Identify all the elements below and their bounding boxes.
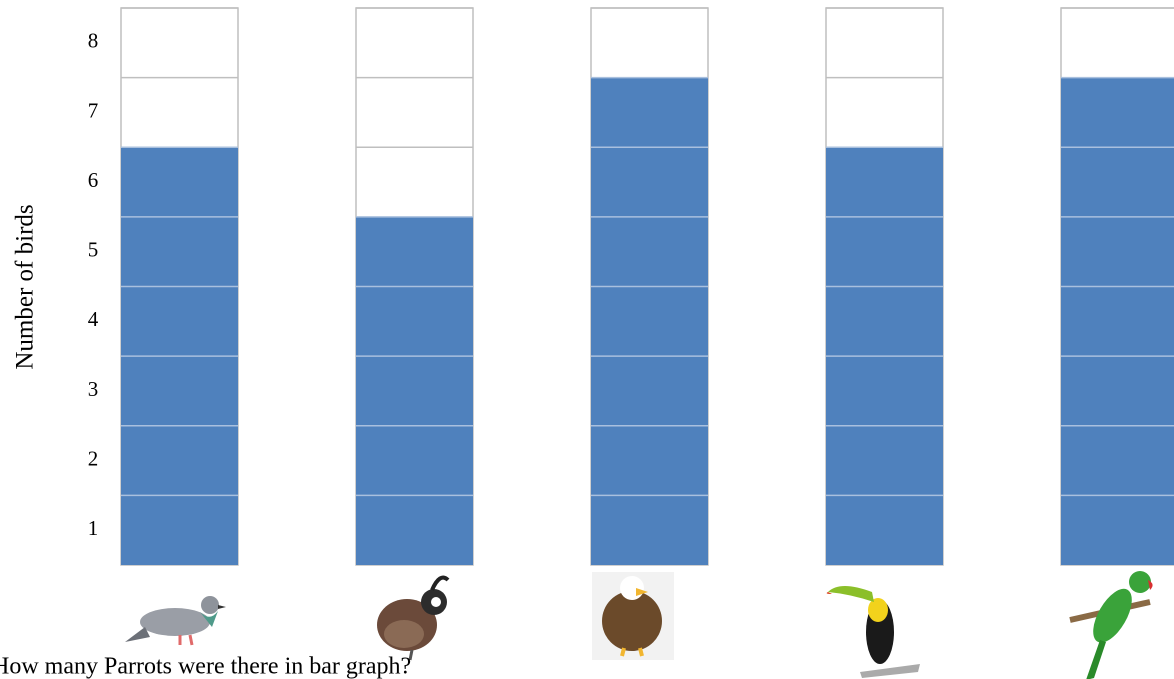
y-tick-label: 5 [88, 238, 99, 262]
quail-icon [377, 575, 450, 661]
eagle-icon [592, 572, 674, 660]
parrot-icon [1069, 571, 1153, 679]
toucan-icon [826, 586, 920, 678]
y-tick-label: 4 [88, 307, 99, 331]
question: How many Parrots were there in bar graph… [0, 654, 411, 679]
y-axis-label: Number of birds [12, 204, 39, 369]
y-tick-label: 3 [88, 377, 99, 401]
bar [591, 77, 708, 565]
y-tick-label: 7 [88, 98, 99, 122]
y-tick-label: 6 [88, 168, 99, 192]
bar [1061, 77, 1174, 565]
pigeon-icon [125, 596, 226, 646]
y-tick-label: 2 [88, 446, 99, 470]
y-tick-label: 8 [88, 29, 99, 53]
bar [356, 216, 473, 565]
bird-icons [125, 571, 1153, 679]
y-tick-label: 1 [88, 516, 99, 540]
